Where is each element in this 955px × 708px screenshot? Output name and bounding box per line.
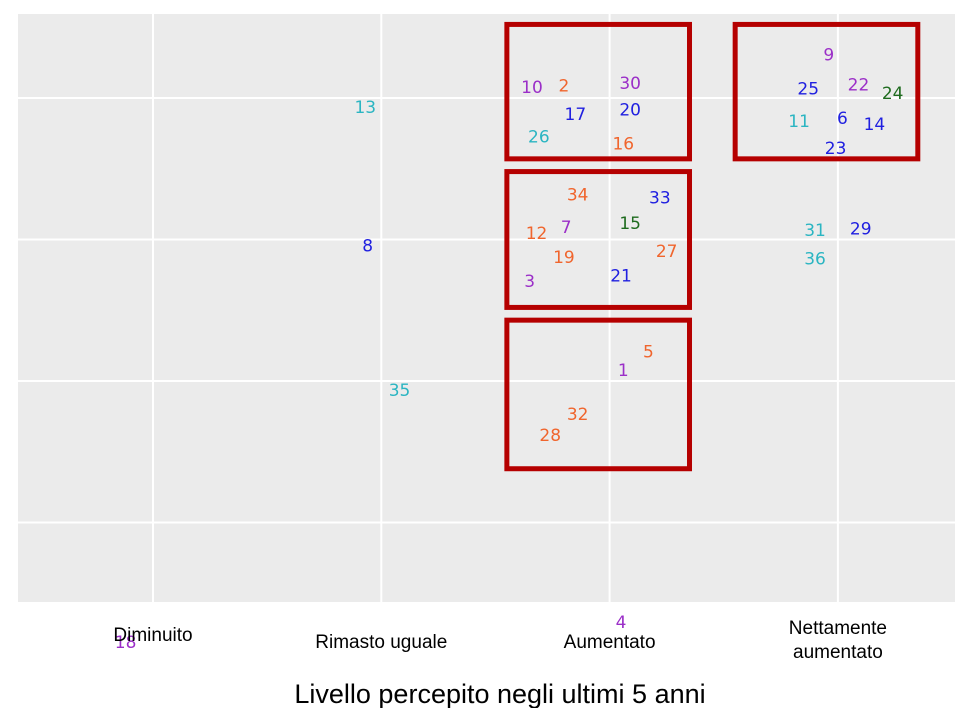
point-label: 17 — [565, 105, 587, 125]
x-tick-label: Nettamente aumentato — [789, 618, 887, 663]
point-label: 22 — [848, 75, 870, 95]
highlight-box — [504, 169, 693, 310]
point-label: 34 — [567, 186, 589, 206]
point-label: 26 — [528, 128, 550, 148]
point-label: 1 — [618, 361, 629, 381]
point-label: 3 — [524, 272, 535, 292]
point-label: 15 — [619, 214, 641, 234]
x-tick-label: Rimasto uguale — [315, 632, 447, 653]
point-label: 10 — [521, 78, 543, 98]
gridlines — [18, 14, 955, 602]
point-label: 8 — [362, 237, 373, 257]
point-label: 21 — [610, 266, 632, 286]
point-label: 16 — [612, 135, 634, 155]
point-label: 11 — [788, 112, 810, 132]
point-label: 25 — [797, 80, 819, 100]
x-tick-label: Diminuito — [113, 625, 192, 646]
point-label: 33 — [649, 188, 671, 208]
x-tick-label: Aumentato — [564, 632, 656, 653]
highlight-box — [504, 317, 693, 472]
point-label: 7 — [561, 218, 572, 238]
point-label: 29 — [850, 220, 872, 240]
point-label: 24 — [882, 84, 904, 104]
point-label: 19 — [553, 248, 575, 268]
highlight-boxes — [504, 21, 921, 472]
point-label: 28 — [539, 426, 561, 446]
point-label: 14 — [864, 115, 886, 135]
point-label: 23 — [825, 139, 847, 159]
point-label: 27 — [656, 242, 678, 262]
point-label: 35 — [389, 381, 411, 401]
point-label: 4 — [616, 613, 627, 633]
x-axis-title: Livello percepito negli ultimi 5 anni — [294, 679, 705, 708]
highlight-box — [732, 21, 921, 162]
point-label: 18 — [115, 633, 137, 653]
point-label: 20 — [619, 101, 641, 121]
point-label: 36 — [804, 249, 826, 269]
point-label: 9 — [823, 46, 834, 66]
plot-panel — [18, 14, 955, 602]
x-tick-labels: Diminuito Rimasto uguale Aumentato Nettamen… — [113, 618, 887, 663]
point-label: 12 — [526, 224, 548, 244]
point-label: 6 — [837, 109, 848, 129]
point-label: 2 — [559, 77, 570, 97]
point-label: 30 — [619, 74, 641, 94]
point-label: 13 — [354, 98, 376, 118]
point-label: 5 — [643, 343, 654, 363]
point-label: 31 — [804, 221, 826, 241]
point-label: 32 — [567, 405, 589, 425]
data-points: 18 13 8 35 10 2 30 17 20 26 16 34 33 12 7 15 19 27 3 21 51 32… — [115, 46, 904, 653]
highlight-box — [504, 21, 693, 162]
